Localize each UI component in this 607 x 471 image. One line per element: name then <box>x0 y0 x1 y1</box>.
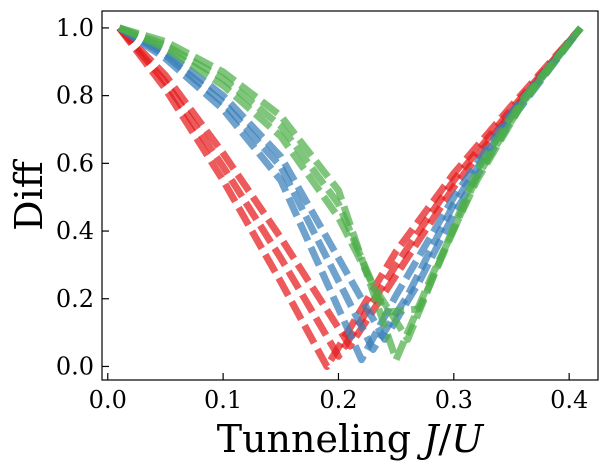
x-tick-label: 0.0 <box>89 386 127 414</box>
x-axis-title-prefix: Tunneling <box>217 417 423 461</box>
y-tick-label: 1.0 <box>56 14 94 42</box>
plot-frame <box>101 10 599 381</box>
x-axis-title-var-u: U <box>451 417 485 461</box>
x-tick-label: 0.1 <box>204 386 242 414</box>
x-axis-title: Tunneling J/U <box>217 417 486 461</box>
y-axis-title: Diff <box>7 158 51 231</box>
y-tick-label: 0.8 <box>56 82 94 110</box>
series-lines <box>116 24 584 370</box>
series-line-red-3 <box>116 25 584 350</box>
x-tick-label: 0.3 <box>435 386 473 414</box>
series-line-green-9 <box>117 24 584 343</box>
x-axis: 0.0 0.1 0.2 0.3 0.4 <box>89 373 588 414</box>
y-tick-label: 0.0 <box>56 352 94 380</box>
y-tick-label: 0.6 <box>56 149 94 177</box>
x-tick-label: 0.2 <box>319 386 357 414</box>
y-tick-label: 0.4 <box>56 217 94 245</box>
x-tick-label: 0.4 <box>550 386 588 414</box>
series-line-blue-5 <box>117 24 584 353</box>
series-line-red-1 <box>116 25 584 370</box>
y-tick-label: 0.2 <box>56 285 94 313</box>
y-axis: 0.0 0.2 0.4 0.6 0.8 1.0 <box>56 14 109 380</box>
x-axis-title-sep: / <box>438 417 451 461</box>
